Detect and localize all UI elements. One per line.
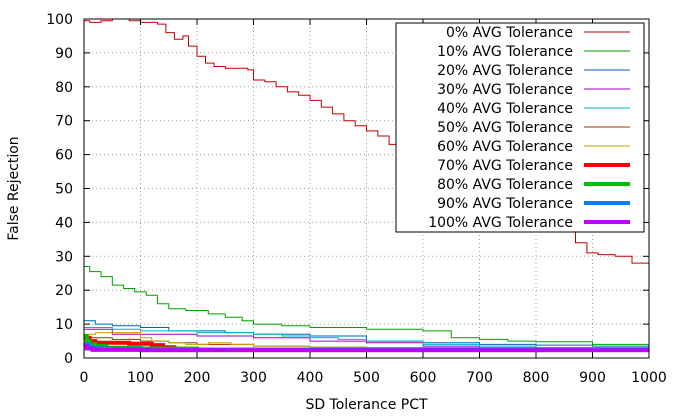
x-tick-label: 300	[240, 370, 267, 386]
y-tick-label: 100	[46, 12, 73, 28]
x-tick-label: 800	[523, 370, 550, 386]
y-tick-label: 70	[55, 114, 73, 130]
y-tick-label: 50	[55, 182, 73, 198]
legend-label-9: 90% AVG Tolerance	[437, 196, 573, 212]
legend-label-4: 40% AVG Tolerance	[437, 101, 573, 117]
legend-label-6: 60% AVG Tolerance	[437, 139, 573, 155]
x-tick-label: 1000	[631, 370, 667, 386]
y-tick-label: 30	[55, 249, 73, 265]
x-tick-label: 600	[410, 370, 437, 386]
x-tick-label: 700	[466, 370, 493, 386]
y-tick-label: 20	[55, 283, 73, 299]
x-tick-label: 900	[579, 370, 606, 386]
legend-label-1: 10% AVG Tolerance	[437, 44, 573, 60]
legend-label-3: 30% AVG Tolerance	[437, 82, 573, 98]
legend-label-8: 80% AVG Tolerance	[437, 177, 573, 193]
x-tick-label: 400	[297, 370, 324, 386]
y-tick-label: 80	[55, 80, 73, 96]
y-axis-label: False Rejection	[6, 136, 22, 240]
x-axis-label: SD Tolerance PCT	[305, 397, 428, 413]
x-tick-label: 100	[127, 370, 154, 386]
legend-label-10: 100% AVG Tolerance	[428, 215, 573, 231]
y-tick-label: 10	[55, 317, 73, 333]
legend-label-0: 0% AVG Tolerance	[446, 25, 573, 41]
legend-label-5: 50% AVG Tolerance	[437, 120, 573, 136]
y-tick-label: 60	[55, 148, 73, 164]
legend-label-7: 70% AVG Tolerance	[437, 158, 573, 174]
legend: 0% AVG Tolerance 10% AVG Tolerance 20% AVG…	[396, 23, 644, 232]
y-tick-label: 0	[64, 351, 73, 367]
x-tick-label: 500	[353, 370, 380, 386]
y-tick-label: 90	[55, 46, 73, 62]
x-tick-label: 0	[80, 370, 89, 386]
y-tick-label: 40	[55, 215, 73, 231]
legend-label-2: 20% AVG Tolerance	[437, 63, 573, 79]
x-tick-label: 200	[184, 370, 211, 386]
